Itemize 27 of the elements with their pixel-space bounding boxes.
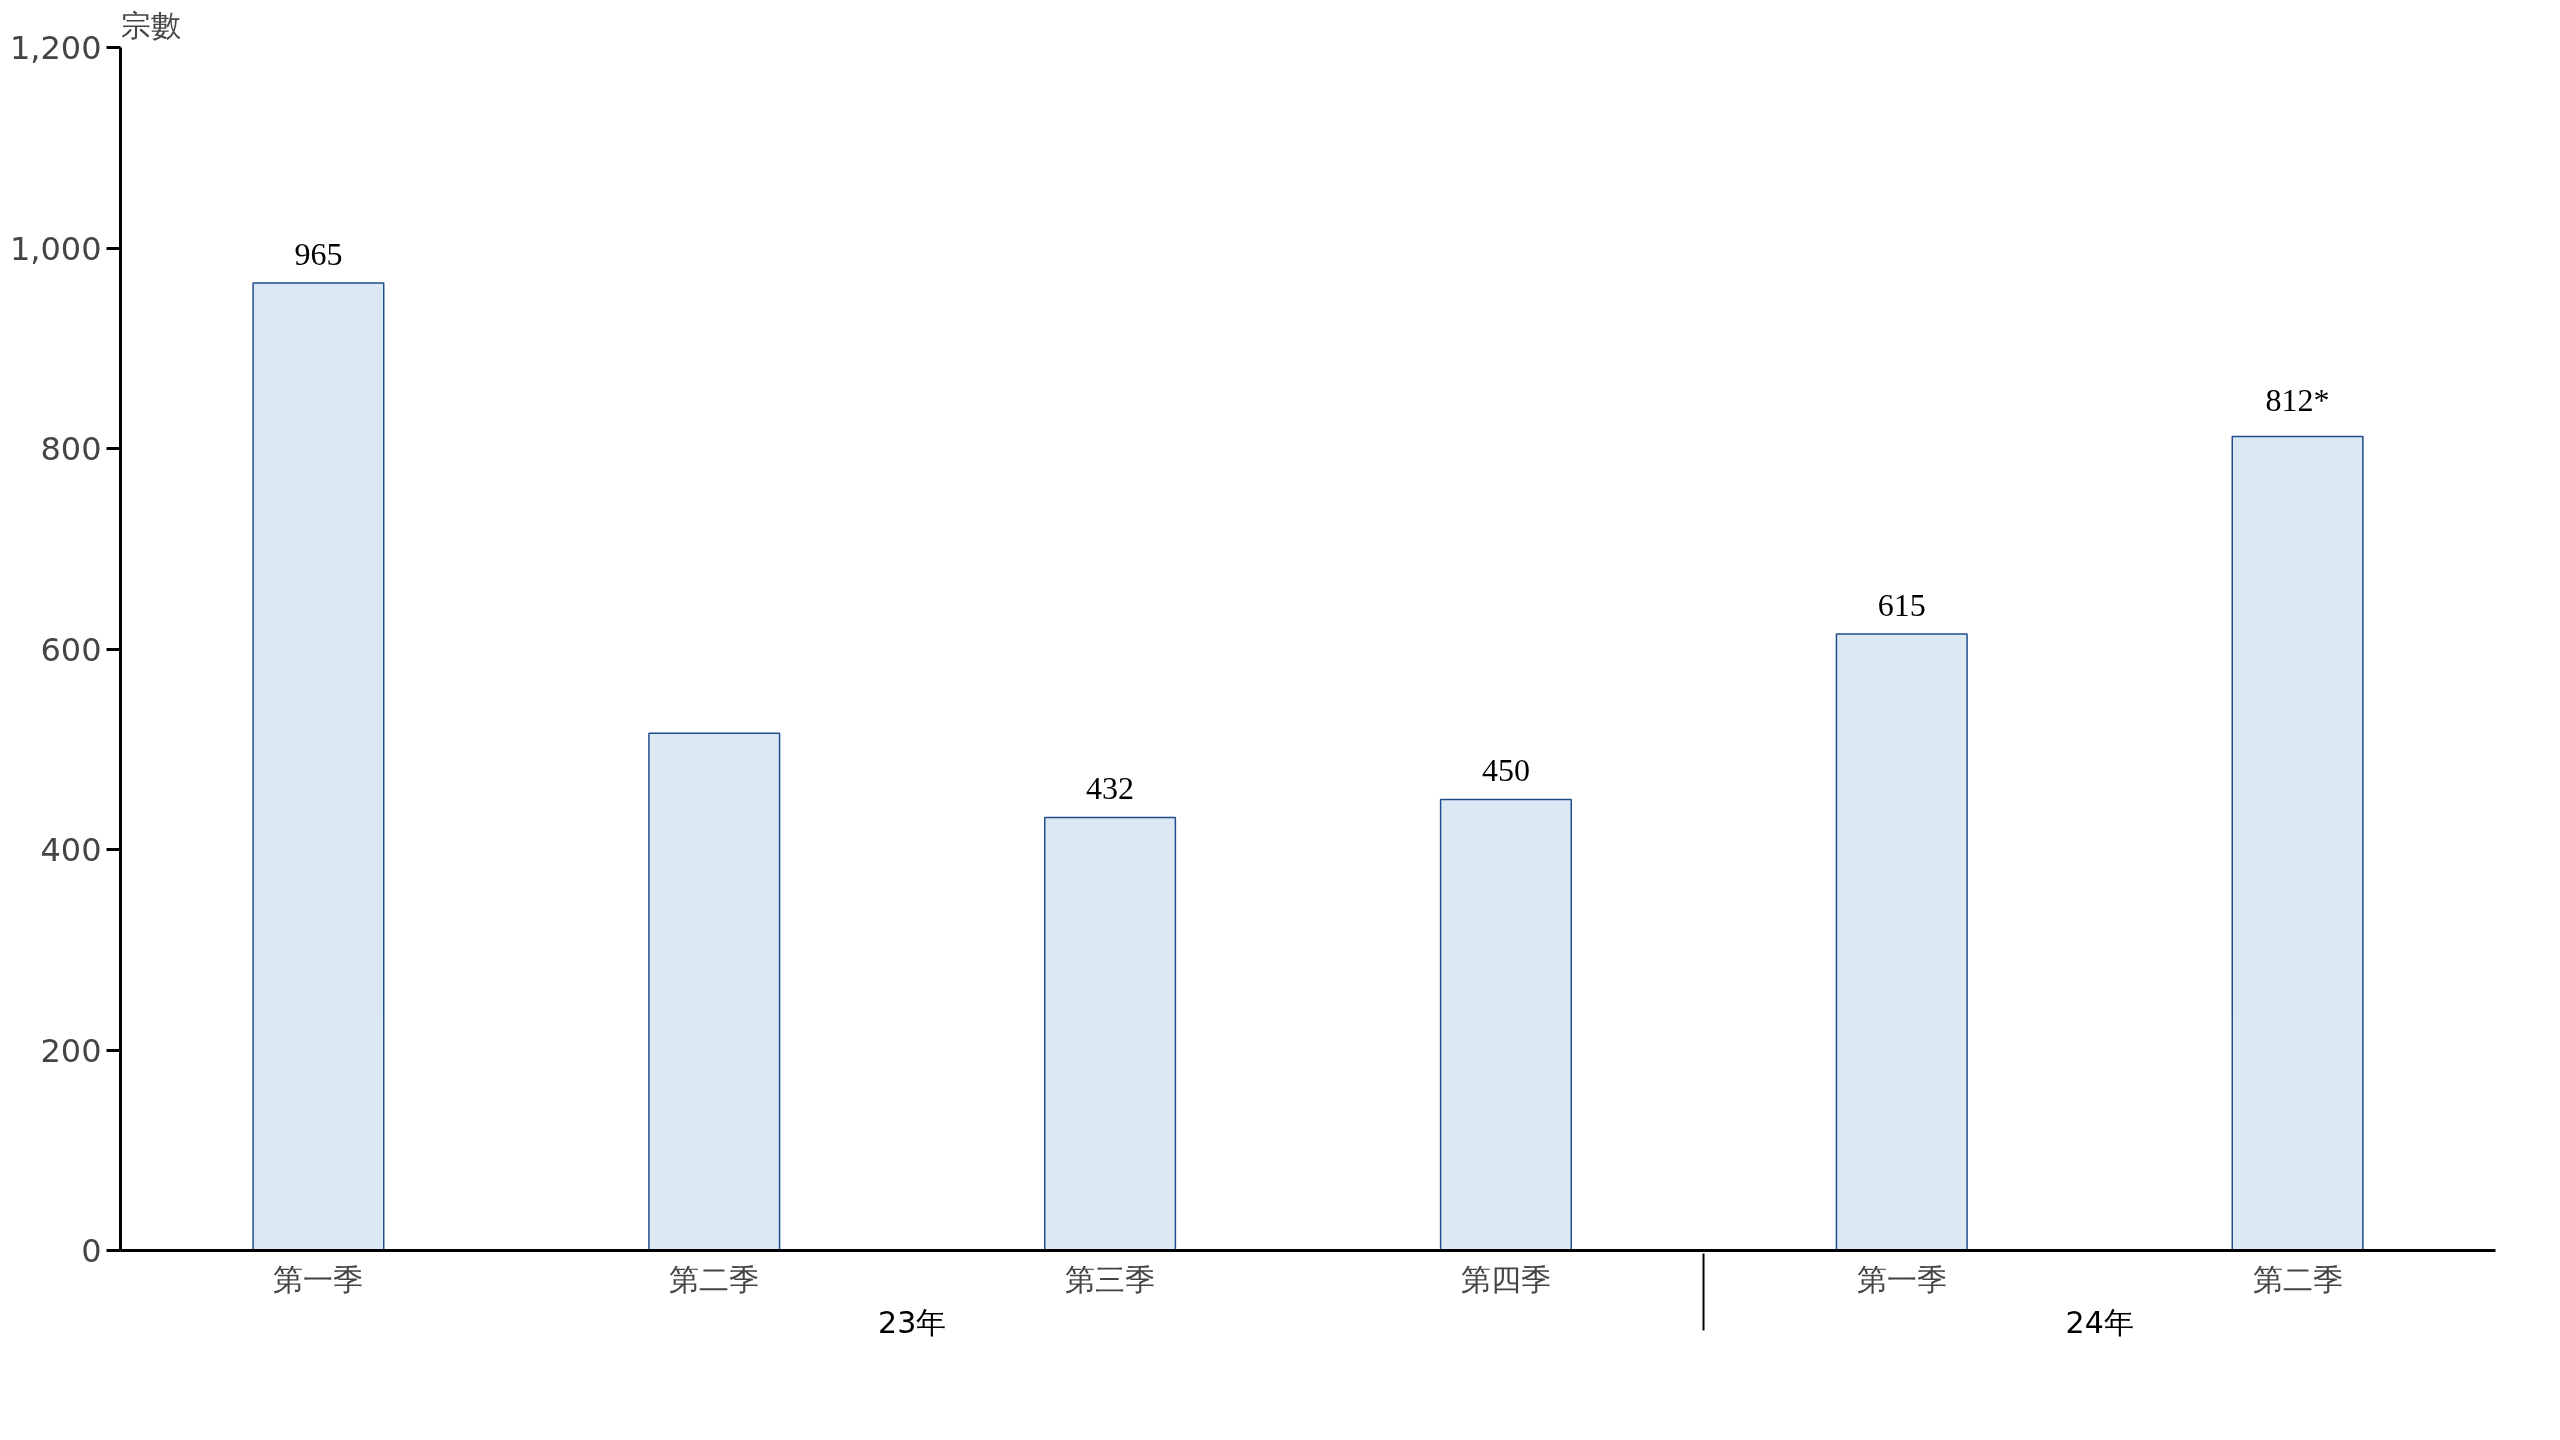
x-tick-label: 第一季 bbox=[1856, 1261, 1947, 1297]
y-tick-label: 600 bbox=[40, 630, 102, 669]
text: 24年 bbox=[2065, 1304, 2134, 1340]
x-tick-label: 第一季 bbox=[273, 1261, 364, 1297]
data-label: 432 bbox=[1086, 770, 1135, 807]
data-label: 965 bbox=[294, 236, 343, 273]
bar bbox=[1835, 633, 1968, 1251]
y-tick-label: 400 bbox=[40, 831, 102, 869]
y-tick-label: 1,200 bbox=[9, 29, 102, 67]
y-tick-label: 1,000 bbox=[9, 229, 102, 268]
data-label: 615 bbox=[1877, 586, 1926, 623]
text: 23年 bbox=[878, 1304, 947, 1340]
x-tick-label: 第三季 bbox=[1065, 1261, 1156, 1297]
data-label: 450 bbox=[1481, 752, 1530, 789]
y-axis-title: 宗數 bbox=[120, 7, 181, 43]
y-tick-label: 200 bbox=[40, 1031, 102, 1070]
bar bbox=[1439, 798, 1572, 1251]
x-tick-label: 第四季 bbox=[1460, 1261, 1551, 1297]
y-tick-label: 800 bbox=[40, 430, 102, 468]
bar bbox=[648, 732, 781, 1251]
data-label: 812* bbox=[2265, 382, 2330, 419]
y-tick-label: 0 bbox=[81, 1232, 102, 1270]
x-tick-label: 第二季 bbox=[669, 1261, 760, 1297]
bar bbox=[252, 282, 385, 1251]
bar bbox=[1044, 816, 1177, 1251]
bar bbox=[2231, 435, 2364, 1251]
x-tick-label: 第二季 bbox=[2252, 1261, 2343, 1297]
